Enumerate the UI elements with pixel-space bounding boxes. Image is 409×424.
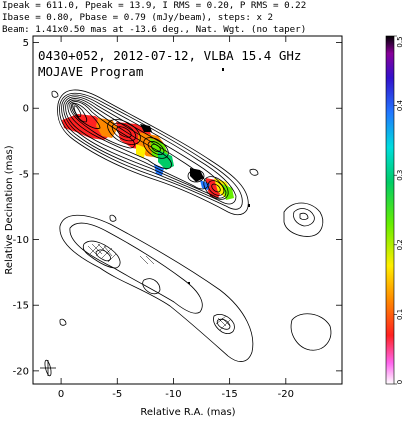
x-axis-label: Relative R.A. (mas) — [140, 407, 235, 418]
y-tick-label: -5 — [19, 169, 29, 180]
x-tick-label: -10 — [165, 389, 181, 400]
plot-title-line2: MOJAVE Program — [38, 64, 143, 79]
y-tick-label: 0 — [23, 104, 29, 115]
colorbar-tick-label: 0 — [396, 380, 404, 384]
plot-frame — [32, 35, 343, 385]
x-tick-label: -15 — [221, 389, 237, 400]
x-axis-ticks: 0 -5 -10 -15 -20 — [58, 36, 294, 400]
y-tick-label: -15 — [13, 301, 29, 312]
stray-marks — [188, 68, 250, 284]
y-tick-label: 5 — [23, 38, 29, 49]
header-base-line: Ibase = 0.80, Pbase = 0.79 (mJy/beam), s… — [2, 12, 273, 23]
y-axis-label: Relative Decination (mas) — [4, 145, 15, 274]
header-beam-line: Beam: 1.41x0.50 mas at -13.6 deg., Nat. … — [2, 24, 306, 35]
header-peak-line: Ipeak = 611.0, Ppeak = 13.9, I RMS = 0.2… — [2, 0, 306, 11]
colorbar-tick-label: 0.5 — [396, 36, 404, 47]
colorbar-tick-label: 0.2 — [396, 239, 404, 250]
x-tick-label: -5 — [112, 389, 122, 400]
y-tick-label: -20 — [13, 366, 29, 377]
colorbar-ticks: 0 0.1 0.2 0.3 0.4 0.5 — [394, 35, 404, 385]
y-tick-label: -10 — [13, 235, 29, 246]
intensity-contours-diffuse — [59, 214, 254, 362]
colorbar-tick-label: 0.4 — [396, 99, 404, 111]
intensity-contours-outer — [51, 90, 332, 351]
hatch-marks — [87, 243, 231, 331]
colorbar — [385, 35, 395, 385]
x-tick-label: -20 — [278, 389, 294, 400]
plot-title-line1: 0430+052, 2012-07-12, VLBA 15.4 GHz — [38, 48, 301, 63]
intensity-contours-jet — [57, 89, 249, 216]
beam-symbol — [40, 359, 56, 377]
colorbar-tick-label: 0.1 — [396, 309, 404, 320]
colorbar-tick-label: 0.3 — [396, 170, 404, 181]
y-axis-ticks: 5 0 -5 -10 -15 -20 — [13, 38, 342, 377]
x-tick-label: 0 — [58, 389, 64, 400]
